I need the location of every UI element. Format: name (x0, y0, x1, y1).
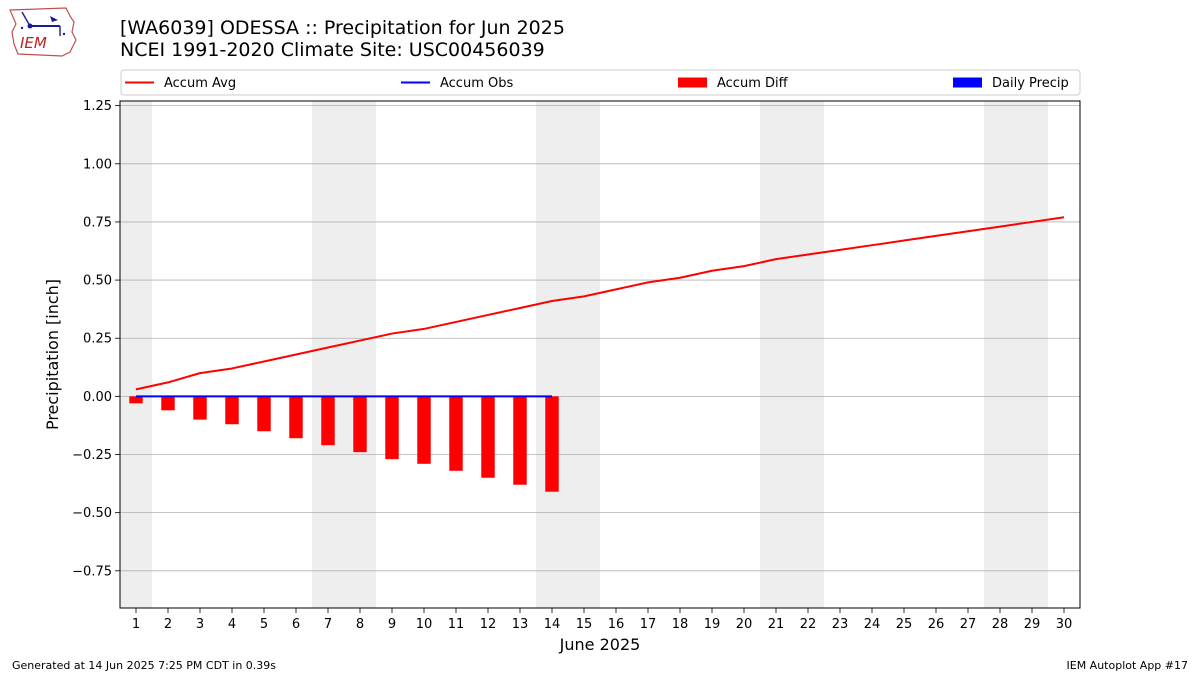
x-tick-label: 12 (480, 617, 497, 632)
x-tick-label: 19 (704, 617, 721, 632)
y-tick-label: −0.25 (72, 448, 112, 463)
x-tick-label: 13 (512, 617, 529, 632)
x-tick-label: 26 (928, 617, 945, 632)
x-tick-label: 14 (544, 617, 561, 632)
legend-swatch-bar (953, 77, 982, 88)
accum-diff-bar (321, 396, 335, 446)
x-tick-label: 24 (864, 617, 881, 632)
x-tick-label: 4 (228, 617, 236, 632)
y-tick-label: −0.50 (72, 506, 112, 521)
accum-diff-bar (161, 396, 175, 411)
generated-timestamp: Generated at 14 Jun 2025 7:25 PM CDT in … (12, 659, 277, 672)
legend-box (120, 69, 1081, 96)
x-tick-label: 29 (1024, 617, 1041, 632)
x-tick-label: 8 (356, 617, 364, 632)
weekend-band (536, 101, 600, 608)
accum-diff-bar (385, 396, 399, 460)
accum-diff-bar (289, 396, 303, 439)
x-tick-label: 20 (736, 617, 753, 632)
x-tick-label: 1 (132, 617, 140, 632)
x-tick-label: 23 (832, 617, 849, 632)
x-tick-label: 28 (992, 617, 1009, 632)
legend-label: Accum Obs (440, 76, 513, 91)
chart-title: [WA6039] ODESSA :: Precipitation for Jun… (120, 17, 565, 39)
weekend-band (760, 101, 824, 608)
y-tick-label: 1.25 (83, 99, 112, 114)
x-tick-label: 30 (1056, 617, 1073, 632)
accum-diff-bar (353, 396, 367, 453)
x-axis-label: June 2025 (559, 635, 641, 654)
accum-diff-bar (449, 396, 463, 471)
y-tick-label: 0.50 (83, 274, 112, 289)
iem-logo: IEM (9, 7, 77, 57)
weekend-band (984, 101, 1048, 608)
x-tick-label: 15 (576, 617, 593, 632)
accum-diff-bar (225, 396, 239, 425)
accum-avg-line (135, 216, 1065, 391)
accum-diff-bar (417, 396, 431, 464)
x-tick-label: 6 (292, 617, 300, 632)
weekend-band (120, 101, 152, 608)
legend-label: Accum Avg (164, 76, 236, 91)
x-tick-label: 7 (324, 617, 332, 632)
y-tick-label: 1.00 (83, 157, 112, 172)
x-tick-label: 3 (196, 617, 204, 632)
y-tick-label: 0.00 (83, 390, 112, 405)
y-tick-label: 0.25 (83, 332, 112, 347)
x-tick-label: 2 (164, 617, 172, 632)
x-tick-label: 11 (448, 617, 465, 632)
y-tick-label: −0.75 (72, 564, 112, 579)
x-tick-label: 17 (640, 617, 657, 632)
x-tick-label: 21 (768, 617, 785, 632)
legend-label: Daily Precip (992, 76, 1069, 91)
accum-diff-bar (481, 396, 495, 478)
weekend-band (312, 101, 376, 608)
accum-diff-bar (545, 396, 559, 492)
x-tick-label: 10 (416, 617, 433, 632)
accum-diff-bar (193, 396, 207, 420)
chart-subtitle: NCEI 1991-2020 Climate Site: USC00456039 (120, 39, 545, 61)
x-tick-label: 18 (672, 617, 689, 632)
accum-diff-bar (257, 396, 271, 432)
legend-swatch-bar (678, 77, 707, 88)
legend-label: Accum Diff (717, 76, 789, 91)
svg-text:IEM: IEM (20, 34, 47, 52)
x-tick-label: 22 (800, 617, 817, 632)
accum-diff-bar (513, 396, 527, 485)
x-tick-label: 16 (608, 617, 625, 632)
x-tick-label: 27 (960, 617, 977, 632)
y-axis-label: Precipitation [inch] (43, 279, 62, 430)
y-tick-label: 0.75 (83, 215, 112, 230)
accum-diff-bar (129, 396, 143, 404)
x-tick-label: 5 (260, 617, 268, 632)
autoplot-app-label: IEM Autoplot App #17 (1066, 659, 1189, 672)
plot-frame (119, 100, 1081, 609)
x-tick-label: 9 (388, 617, 396, 632)
x-tick-label: 25 (896, 617, 913, 632)
